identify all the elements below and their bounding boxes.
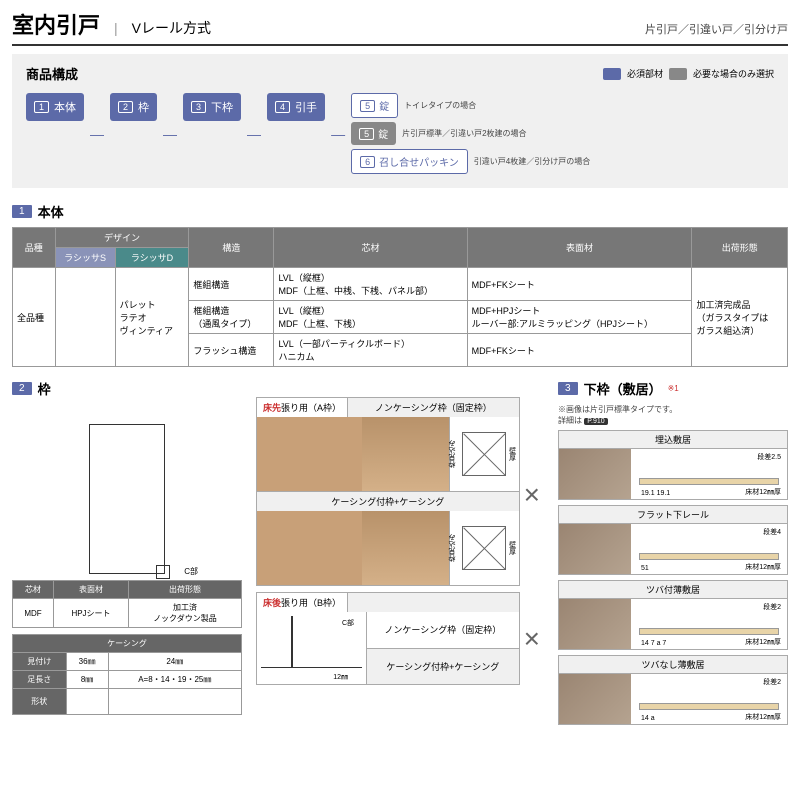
header-sep: | (114, 20, 118, 36)
arrow-icon: — (163, 126, 177, 142)
door-photo (257, 417, 449, 491)
table-frame-mat: 芯材表面材出荷形態 MDFHPJシート加工済 ノックダウン製品 (12, 580, 242, 628)
multiply-icon: × (520, 479, 544, 511)
branch-1: 5錠 (351, 93, 398, 118)
flow: 1本体 — 2枠 — 3下枠 — 4引手 — 5錠トイレタイプの場合 5錠片引戸… (26, 93, 774, 174)
arrow-icon: — (90, 126, 104, 142)
branch: 5錠トイレタイプの場合 5錠片引戸標準／引違い戸2枚建の場合 6召し合せパッキン… (351, 93, 590, 174)
sill-item: ツバなし薄敷居段差214 a床材12㎜厚 (558, 655, 788, 725)
door-photo (257, 511, 449, 585)
table-casing: ケーシング 見付け36㎜24㎜ 足長さ8㎜A=8・14・19・25㎜ 形状 (12, 634, 242, 715)
section-drawing: C部12㎜ (261, 616, 362, 680)
legend-opt-swatch (669, 68, 687, 80)
sect-title: 枠 (38, 379, 51, 398)
sill-photo (559, 449, 631, 499)
frame-drawing: C部 FL (12, 404, 242, 574)
sill-drawing: 段差451床材12㎜厚 (631, 524, 787, 574)
header-title: 室内引戸 (12, 8, 100, 40)
flow-3: 3下枠 (183, 93, 241, 121)
sect-title: 本体 (38, 202, 64, 221)
cross-section-icon (462, 432, 506, 476)
legend: 必須部材 必要な場合のみ選択 (603, 67, 774, 80)
page-header: 室内引戸 | Vレール方式 片引戸／引違い戸／引分け戸 (12, 8, 788, 46)
comp-title: 商品構成 (26, 64, 78, 83)
sill-drawing: 段差2.519.1 19.1床材12㎜厚 (631, 449, 787, 499)
panel-a: 床先張り用（A枠）ノンケーシング枠（固定枠） 枠見込み壁厚 ケーシング付枠+ケー… (256, 397, 520, 586)
header-right: 片引戸／引違い戸／引分け戸 (645, 21, 788, 37)
arrow-icon: — (331, 126, 345, 142)
section-1: 1 本体 品種 デザイン 構造 芯材 表面材 出荷形態 ラシッサSラシッサD 全品… (12, 202, 788, 367)
composition-box: 商品構成 必須部材 必要な場合のみ選択 1本体 — 2枠 — 3下枠 — 4引手… (12, 54, 788, 188)
note: ※画像は片引戸標準タイプです。詳細は P.910 (558, 404, 788, 426)
sill-photo (559, 674, 631, 724)
sill-photo (559, 524, 631, 574)
legend-req: 必須部材 (627, 67, 663, 80)
flow-1: 1本体 (26, 93, 84, 121)
arrow-icon: — (247, 126, 261, 142)
sect-num: 1 (12, 205, 32, 218)
multiply-icon: × (520, 623, 544, 655)
sill-item: フラット下レール段差451床材12㎜厚 (558, 505, 788, 575)
sill-drawing: 段差214 7 a 7床材12㎜厚 (631, 599, 787, 649)
branch-2: 5錠 (351, 122, 396, 145)
table-body: 品種 デザイン 構造 芯材 表面材 出荷形態 ラシッサSラシッサD 全品種 パレ… (12, 227, 788, 367)
sect-num: 2 (12, 382, 32, 395)
sill-photo (559, 599, 631, 649)
sect-num: 3 (558, 382, 578, 395)
panel-b: 床後張り用（B枠） C部12㎜ ノンケーシング枠（固定枠）ケーシング付枠+ケーシ… (256, 592, 520, 685)
header-sub: Vレール方式 (132, 18, 211, 38)
legend-opt: 必要な場合のみ選択 (693, 67, 774, 80)
flow-4: 4引手 (267, 93, 325, 121)
sill-drawing: 段差214 a床材12㎜厚 (631, 674, 787, 724)
sect-title: 下枠（敷居） (584, 379, 662, 398)
flow-2: 2枠 (110, 93, 157, 121)
sill-item: ツバ付薄敷居段差214 7 a 7床材12㎜厚 (558, 580, 788, 650)
branch-3: 6召し合せパッキン (351, 149, 468, 174)
sill-item: 埋込敷居段差2.519.1 19.1床材12㎜厚 (558, 430, 788, 500)
cross-section-icon (462, 526, 506, 570)
legend-req-swatch (603, 68, 621, 80)
